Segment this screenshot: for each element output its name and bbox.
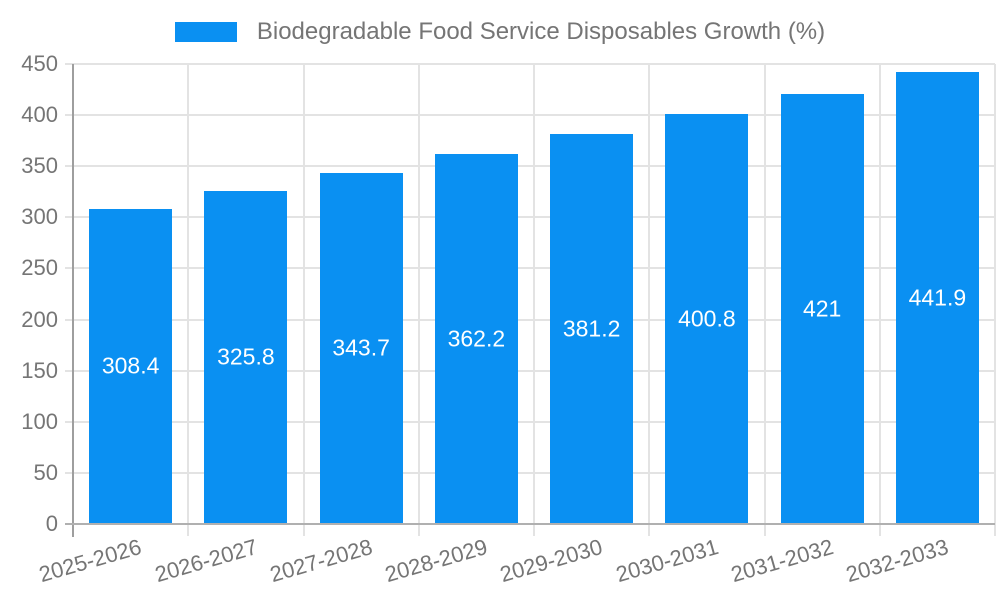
y-tick-label: 350: [21, 153, 58, 179]
bar-value-label: 421: [802, 295, 842, 322]
legend-swatch: [174, 22, 237, 42]
x-tick-label: 2027-2028: [266, 534, 376, 588]
bar-value-label: 308.4: [101, 352, 160, 379]
bar[interactable]: 325.8: [204, 190, 288, 524]
x-axis-line: [65, 523, 995, 525]
bar[interactable]: 308.4: [89, 208, 173, 524]
y-axis-line: [72, 64, 74, 537]
y-gridline: [65, 114, 995, 117]
bar-value-label: 343.7: [332, 334, 390, 361]
y-tick-label: 450: [21, 51, 58, 76]
y-tick-label: 250: [21, 255, 58, 281]
y-gridline: [65, 216, 995, 219]
y-gridline: [65, 165, 995, 168]
bar[interactable]: 441.9: [895, 72, 979, 524]
x-tick-label: 2032-2033: [843, 534, 952, 588]
y-tick-label: 100: [21, 408, 58, 434]
bar-value-label: 362.2: [447, 325, 506, 352]
x-gridline: [994, 64, 996, 536]
bar[interactable]: 362.2: [434, 153, 518, 524]
y-gridline: [65, 318, 995, 321]
x-tick-label: 2028-2029: [382, 534, 491, 588]
y-tick-label: 400: [21, 102, 58, 128]
x-tick-label: 2026-2027: [151, 534, 260, 588]
y-gridline: [65, 471, 995, 474]
y-tick-label: 0: [45, 511, 58, 536]
x-tick-label: 2029-2030: [497, 534, 606, 588]
y-tick-label: 300: [21, 204, 58, 230]
x-gridline: [302, 64, 305, 536]
y-gridline: [65, 369, 995, 372]
x-gridline: [187, 64, 190, 536]
x-tick-label: 2025-2026: [36, 534, 145, 588]
x-tick-label: 2030-2031: [612, 534, 721, 588]
legend: Biodegradable Food Service Disposables G…: [0, 18, 1000, 46]
y-tick-label: 150: [21, 357, 58, 383]
x-gridline: [533, 64, 535, 536]
bar-value-label: 325.8: [217, 343, 275, 370]
y-gridline: [65, 63, 995, 65]
x-gridline: [648, 64, 651, 536]
bar-value-label: 381.2: [562, 315, 621, 342]
bar-value-label: 400.8: [678, 305, 736, 332]
bar[interactable]: 343.7: [319, 172, 403, 524]
y-gridline: [65, 420, 995, 423]
bar[interactable]: 381.2: [550, 134, 634, 524]
x-gridline: [763, 64, 766, 536]
bar[interactable]: 400.8: [665, 114, 749, 524]
y-gridline: [65, 267, 995, 270]
bar-value-label: 441.9: [908, 284, 967, 311]
x-tick-label: 2031-2032: [727, 534, 837, 588]
bar[interactable]: 421: [780, 93, 864, 524]
y-tick-label: 200: [21, 306, 58, 332]
y-tick-label: 50: [33, 459, 58, 485]
x-gridline: [878, 64, 881, 536]
x-gridline: [417, 64, 420, 536]
legend-label: Biodegradable Food Service Disposables G…: [256, 18, 826, 45]
